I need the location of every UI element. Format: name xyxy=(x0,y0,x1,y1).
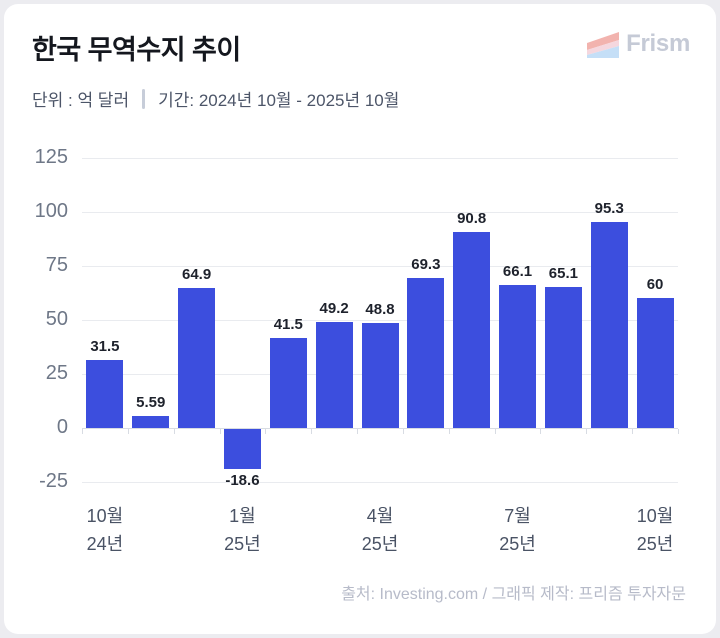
bar-2025-06 xyxy=(453,231,491,428)
axis-tick xyxy=(82,429,83,434)
y-axis-label: 25 xyxy=(45,362,68,384)
bar-chart: 125 100 75 50 25 0 -25 31.5 5.59 64.9 -18.6 41.5 49.… xyxy=(4,4,716,634)
x-axis-label-year: 25년 xyxy=(361,534,399,554)
chart-subtitle: 단위 : 억 달러 기간: 2024년 10월 - 2025년 10월 xyxy=(32,86,399,111)
prism-icon xyxy=(587,31,620,58)
y-axis-label: 50 xyxy=(45,308,68,330)
x-axis-label-year: 24년 xyxy=(86,534,124,554)
bar-2024-12 xyxy=(178,287,216,428)
x-axis-label-month: 1월 xyxy=(229,506,256,526)
infographic-card: 한국 무역수지 추이 Frism 단위 : 억 달러 기간: 2024년 10월… xyxy=(4,4,716,634)
brand-name: Frism xyxy=(626,30,690,57)
axis-tick xyxy=(219,429,221,434)
axis-tick xyxy=(678,429,679,434)
bar-value-label: 48.8 xyxy=(365,300,395,318)
x-axis-line xyxy=(82,428,678,429)
axis-tick xyxy=(357,429,359,434)
bar-value-label: -18.6 xyxy=(225,472,260,490)
axis-tick xyxy=(311,429,313,434)
bar-2025-01 xyxy=(223,429,261,470)
x-axis-label: 1월 25년 xyxy=(187,502,297,558)
bar-2024-10 xyxy=(86,359,124,428)
x-axis-label: 10월 25년 xyxy=(600,502,710,558)
axis-tick xyxy=(265,429,267,434)
axis-tick xyxy=(632,429,634,434)
bar-2025-10 xyxy=(636,298,674,428)
gridline xyxy=(82,212,678,213)
x-axis-label-month: 10월 xyxy=(636,506,674,526)
y-axis-label: 100 xyxy=(34,200,68,222)
bar-2025-07 xyxy=(499,285,537,428)
bar-2025-08 xyxy=(544,287,582,428)
gridline xyxy=(82,266,678,267)
bar-value-label: 41.5 xyxy=(273,316,303,334)
brand-logo: Frism xyxy=(587,30,690,58)
y-axis-label: 125 xyxy=(34,146,68,168)
axis-tick xyxy=(540,429,542,434)
x-axis-label-month: 4월 xyxy=(366,506,394,526)
x-axis-label-month: 10월 xyxy=(86,506,124,526)
page-title: 한국 무역수지 추이 xyxy=(32,35,241,65)
axis-tick xyxy=(586,429,588,434)
bar-2025-05 xyxy=(407,278,445,428)
x-axis-label: 4월 25년 xyxy=(325,502,435,558)
bar-2025-02 xyxy=(269,338,307,428)
axis-tick xyxy=(448,429,450,434)
x-axis-label-year: 25년 xyxy=(499,534,536,554)
source-note: 출처: Investing.com / 그래픽 제작: 프리즘 투자자문 xyxy=(341,586,686,603)
period-label: 기간: 2024년 10월 - 2025년 10월 xyxy=(158,91,400,110)
bar-value-label: 64.9 xyxy=(182,265,212,283)
y-axis-label: 75 xyxy=(45,254,68,276)
gridline xyxy=(82,158,678,159)
bar-2024-11 xyxy=(132,415,170,428)
gridline xyxy=(82,482,678,483)
x-axis-label-month: 7월 xyxy=(504,506,531,526)
bar-value-label: 49.2 xyxy=(319,299,349,317)
bar-value-label: 69.3 xyxy=(411,256,441,274)
bar-2025-09 xyxy=(590,222,628,428)
bar-2025-04 xyxy=(361,322,399,428)
bar-2025-03 xyxy=(315,321,353,428)
axis-tick xyxy=(402,429,404,434)
x-axis-label: 7월 25년 xyxy=(463,502,573,558)
y-axis-label: 0 xyxy=(56,416,68,438)
x-axis-label: 10월 24년 xyxy=(50,502,160,558)
bar-value-label: 5.59 xyxy=(136,393,166,411)
bar-value-label: 90.8 xyxy=(457,209,487,227)
bar-value-label: 65.1 xyxy=(548,265,578,283)
bar-value-label: 95.3 xyxy=(594,200,624,218)
unit-label: 단위 : 억 달러 xyxy=(32,91,130,110)
axis-tick xyxy=(173,429,175,434)
bar-value-label: 66.1 xyxy=(502,263,533,281)
bar-value-label: 60 xyxy=(646,276,664,294)
bar-value-label: 31.5 xyxy=(90,337,120,355)
gridline xyxy=(82,320,678,321)
axis-tick xyxy=(494,429,496,434)
x-axis-label-year: 25년 xyxy=(224,534,261,554)
subtitle-divider xyxy=(142,88,146,109)
x-axis-label-year: 25년 xyxy=(636,534,674,554)
axis-tick xyxy=(127,429,129,434)
y-axis-label: -25 xyxy=(39,470,68,492)
